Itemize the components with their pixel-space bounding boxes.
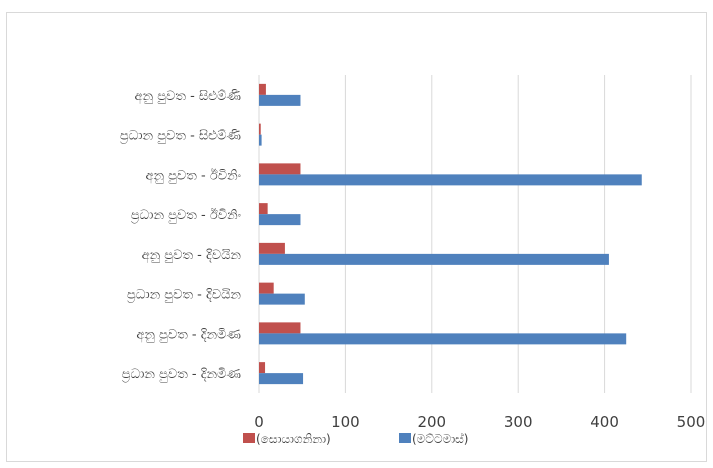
bar-blue <box>259 94 301 106</box>
bar-red <box>259 163 301 175</box>
bar-red <box>259 203 268 215</box>
category-label: ප්‍රධාන පුවත - සිළුම්ණි <box>120 129 242 144</box>
legend-label: (මට්ටමාස්) <box>412 432 468 446</box>
bar-blue <box>259 214 301 226</box>
category-label: ප්‍රධාන පුවත - දිනමිණ <box>121 367 241 382</box>
category-label: අනු පුවත - දිනමිණ <box>136 327 241 342</box>
bar-blue <box>259 253 609 265</box>
category-label: අනු පුවත - ඊවිනිං <box>145 167 241 183</box>
x-tick-label: 0 <box>254 413 264 431</box>
bar-red <box>259 83 266 95</box>
bar-blue <box>259 174 642 186</box>
bar-red <box>259 123 261 135</box>
chart-area: අනු පුවත - සිළුම්ණි ප්‍රධාන පුවත - සිළුම්… <box>6 12 707 462</box>
bar-blue <box>259 134 262 146</box>
category-label: ප්‍රධාන පුවත - දිවයින <box>127 288 242 303</box>
legend-label: (සොයාගනිනා) <box>256 432 331 446</box>
x-tick-label: 200 <box>417 413 446 431</box>
bar-chart: අනු පුවත - සිළුම්ණි ප්‍රධාන පුවත - සිළුම්… <box>120 75 706 446</box>
category-label: අනු පුවත - දිවයින <box>142 248 242 263</box>
x-tick-label: 500 <box>677 413 706 431</box>
category-label: අනු පුවත - සිළුම්ණි <box>135 89 242 104</box>
legend-swatch <box>399 433 411 443</box>
bar-blue <box>259 373 304 385</box>
category-label: ප්‍රධාන පුවත - ඊවිනිං <box>131 207 241 223</box>
bar-red <box>259 282 274 294</box>
x-tick-label: 300 <box>504 413 533 431</box>
x-tick-label: 100 <box>331 413 360 431</box>
bar-red <box>259 362 266 374</box>
bar-red <box>259 322 301 334</box>
x-tick-label: 400 <box>590 413 619 431</box>
legend-swatch <box>243 433 255 443</box>
bar-blue <box>259 333 627 345</box>
bar-blue <box>259 293 305 305</box>
bar-red <box>259 242 285 254</box>
